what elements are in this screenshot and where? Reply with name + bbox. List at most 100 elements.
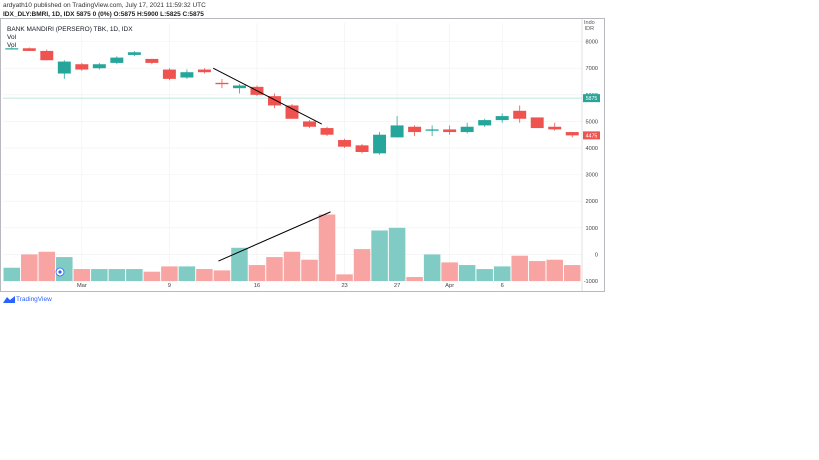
trend-line (212, 67, 323, 125)
candle-body (145, 58, 159, 63)
volume-bar (441, 262, 458, 282)
chart-frame[interactable] (0, 18, 605, 292)
candle-body (408, 126, 422, 133)
published-info: ardyath10 published on TradingView.com, … (3, 2, 206, 9)
candle-body (162, 69, 176, 79)
candle-body (57, 61, 71, 74)
volume-bar (353, 249, 371, 282)
volume-bar (511, 255, 528, 282)
event-marker-dot (58, 270, 62, 274)
candle-body (40, 50, 54, 61)
volume-bar (91, 269, 108, 282)
price-axis: 800070006000500040003000200010000-100058… (583, 40, 600, 285)
volume-bar (301, 259, 318, 282)
volume-bar (38, 251, 56, 282)
volume-bar (406, 277, 423, 282)
volume-bar (126, 269, 143, 282)
volume-bar (563, 265, 581, 282)
volume-bar (371, 230, 388, 282)
candle-body (460, 126, 474, 133)
tradingview-footer[interactable]: TradingView (3, 296, 52, 303)
candle-body (425, 129, 439, 131)
candle-body (110, 57, 124, 63)
volume-bar (178, 266, 196, 282)
currency-label-top: Indo (584, 20, 595, 26)
candle-body (5, 48, 19, 50)
last-price-value: 4475 (586, 133, 598, 139)
candle-body (215, 82, 229, 85)
candle-body (197, 69, 211, 73)
candlestick-chart[interactable]: 800070006000500040003000200010000-100058… (0, 0, 819, 300)
price-tick-label: 3000 (586, 173, 598, 179)
volume-legend-1: Vol (7, 34, 17, 41)
candle-body (373, 134, 387, 154)
time-tick-label: Mar (77, 283, 87, 289)
price-tick-label: 4000 (586, 146, 598, 152)
volume-bar (266, 257, 283, 282)
volume-bar (458, 265, 476, 282)
candle-body (232, 85, 246, 89)
tradingview-logo-icon (3, 296, 15, 303)
volume-bar (493, 266, 511, 282)
currency-label: Indo IDR (584, 20, 595, 32)
price-tick-label: -1000 (584, 279, 598, 285)
current-price-value: 5875 (586, 96, 598, 102)
time-axis: Mar 9 16 23 27 Apr 6 (55, 267, 504, 289)
price-tick-label: 8000 (586, 40, 598, 46)
candle-body (513, 110, 527, 119)
volume-bar (196, 269, 213, 282)
candle-body (285, 105, 299, 119)
volume-bar (248, 265, 266, 282)
volume-bar (213, 270, 231, 282)
last-price-tag (583, 131, 600, 140)
volume-bar (546, 259, 563, 282)
candle-body (548, 126, 562, 130)
candle-body (565, 132, 579, 136)
price-tick-label: 1000 (586, 226, 598, 232)
candle-body (75, 64, 89, 70)
volume-bar (283, 251, 301, 282)
price-tick-label: 5000 (586, 119, 598, 125)
volume-bar (108, 269, 126, 282)
volume-bars (3, 214, 581, 282)
volume-bar (388, 227, 406, 282)
price-tick-label: 2000 (586, 199, 598, 205)
volume-bar (528, 261, 546, 282)
volume-bar (423, 254, 441, 282)
ohlc-info: IDX_DLY:BMRI, 1D, IDX 5875 0 (0%) O:5875… (3, 11, 204, 18)
candle-body (355, 145, 369, 153)
price-tick-label: 0 (595, 252, 598, 258)
currency-label-bottom: IDR (584, 26, 595, 32)
candle-body (268, 96, 281, 106)
candles (5, 46, 579, 155)
footer-brand: TradingView (16, 296, 52, 304)
trend-line (218, 211, 331, 262)
candle-body (303, 121, 316, 127)
time-tick-label: 9 (168, 283, 171, 289)
candle-body (530, 117, 544, 129)
volume-bar (336, 274, 353, 282)
candle-body (338, 140, 352, 147)
volume-bar (318, 214, 336, 282)
time-tick-label: 16 (254, 283, 260, 289)
volume-bar (476, 269, 493, 282)
candle-body (92, 64, 106, 69)
current-price-tag (583, 94, 600, 103)
candle-body (127, 52, 141, 55)
volume-bar (21, 254, 38, 282)
time-tick-label: 23 (341, 283, 347, 289)
volume-bar (143, 271, 161, 282)
time-tick-label: Apr (445, 283, 454, 289)
volume-bar (73, 269, 91, 282)
volume-bar (3, 267, 21, 282)
candle-body (180, 72, 194, 78)
volume-bar (161, 266, 178, 282)
candle-body (390, 125, 404, 138)
candle-body (495, 116, 509, 121)
candle-body (22, 48, 36, 51)
time-tick-label: 27 (394, 283, 400, 289)
candle-body (320, 128, 334, 135)
grid (3, 19, 583, 291)
symbol-legend: BANK MANDIRI (PERSERO) TBK, 1D, IDX (7, 26, 133, 33)
time-tick-label: 6 (501, 283, 504, 289)
